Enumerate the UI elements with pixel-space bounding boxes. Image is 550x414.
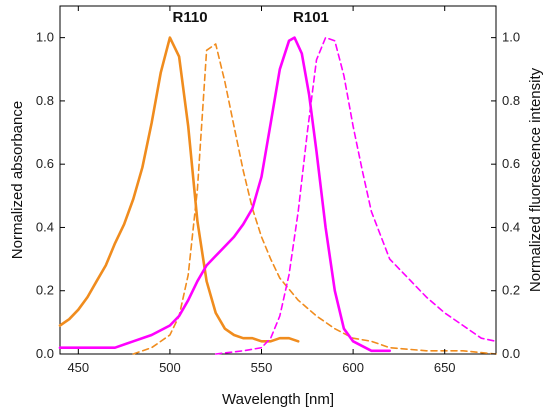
y-left-tick-label-1: 0.2 — [36, 283, 54, 298]
y-right-tick-label-4: 0.8 — [502, 93, 520, 108]
tick-layer: 450 500 550 600 650 0.0 0.0 0.2 0.2 0.4 0.4 0.6 0.6 0… — [36, 6, 520, 375]
series-layer — [58, 36, 497, 355]
x-tick-label-450: 450 — [67, 360, 89, 375]
y-right-tick-label-5: 1.0 — [502, 30, 520, 45]
x-tick-label-650: 650 — [434, 360, 456, 375]
y-right-tick-label-3: 0.6 — [502, 156, 520, 171]
x-tick-label-550: 550 — [251, 360, 273, 375]
x-tick-label-600: 600 — [342, 360, 364, 375]
y-left-tick-label-3: 0.6 — [36, 156, 54, 171]
series-line-1 — [132, 43, 497, 355]
y-left-tick-label-2: 0.4 — [36, 219, 54, 234]
annotation-r110: R110 — [173, 9, 208, 26]
series-line-2 — [58, 36, 391, 353]
x-tick-label-500: 500 — [159, 360, 181, 375]
series-line-3 — [214, 36, 497, 355]
y-right-tick-label-1: 0.2 — [502, 283, 520, 298]
x-axis-title: Wavelength [nm] — [222, 391, 334, 408]
y-right-tick-label-2: 0.4 — [502, 219, 520, 234]
y-left-tick-label-0: 0.0 — [36, 346, 54, 361]
y-left-tick-label-5: 1.0 — [36, 30, 54, 45]
y-axis-left-title: Normalized absorbance — [9, 101, 26, 259]
plot-frame — [59, 5, 497, 355]
y-axis-right-title: Normalized fluorescence intensity — [527, 67, 544, 292]
y-left-tick-label-4: 0.8 — [36, 93, 54, 108]
annotation-layer: R110 R101 — [173, 9, 329, 26]
series-line-0 — [58, 36, 300, 343]
y-right-tick-label-0: 0.0 — [502, 346, 520, 361]
annotation-r101: R101 — [293, 9, 329, 26]
